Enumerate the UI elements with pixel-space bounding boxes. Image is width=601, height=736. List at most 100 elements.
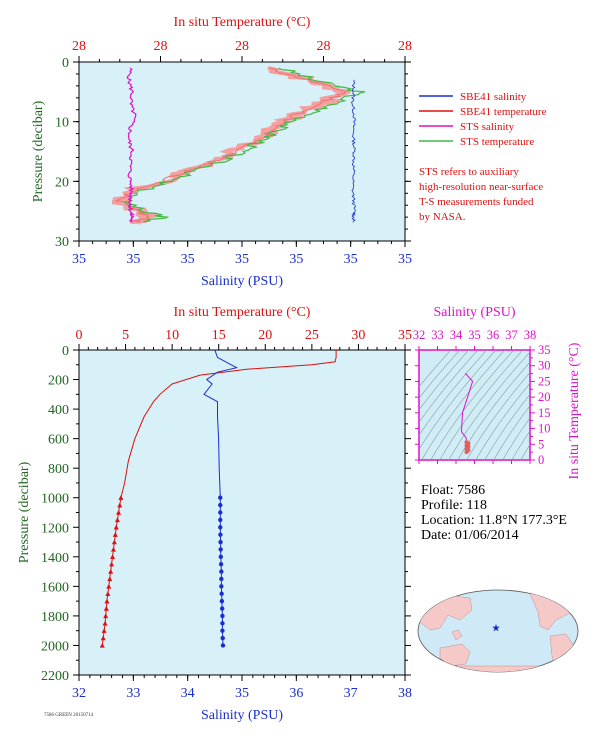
temperature-marker [113, 524, 119, 530]
density-contour [493, 405, 530, 460]
density-contour [511, 430, 530, 460]
temperature-marker [118, 495, 124, 500]
ts-sal-tick-label: 36 [487, 328, 500, 342]
profile-pressure-tick-label: 1400 [41, 551, 69, 566]
density-contour [419, 350, 479, 423]
sts-temperature-line [123, 67, 366, 223]
sts-note: STS refers to auxiliary high-resolution n… [419, 166, 543, 223]
top-chart-series [111, 66, 366, 225]
ts-sal-tick-label: 38 [524, 328, 537, 342]
density-contours [419, 350, 530, 460]
profile-sal-tick-label: 36 [289, 686, 303, 701]
note-line: STS refers to auxiliary [419, 166, 519, 178]
top-chart-axes: 28 28 28 28 28 35 35 35 35 35 35 35 0 10 20 30 [55, 39, 412, 267]
top-temp-tick-label: 28 [235, 39, 249, 54]
ts-diagram-salinity-label: Salinity (PSU) [433, 305, 515, 320]
location-text: Location: 11.8°N 177.3°E [421, 513, 567, 528]
density-contour [419, 350, 461, 399]
density-contour [457, 361, 530, 460]
temperature-marker [112, 532, 118, 537]
temperature-marker [105, 591, 111, 596]
profile-temp-tick-label: 5 [122, 328, 129, 343]
profile-temperature-axis-label: In situ Temperature (°C) [174, 305, 311, 320]
density-contour [466, 372, 530, 460]
temperature-marker [102, 620, 108, 626]
top-temp-tick-label: 28 [317, 39, 331, 54]
ts-diagram-series [419, 350, 530, 460]
profile-plot-area [78, 349, 406, 676]
top-sal-tick-label: 35 [126, 252, 140, 267]
float-location-marker [492, 624, 500, 632]
temperature-marker [117, 502, 123, 508]
salinity-marker [219, 598, 225, 604]
top-chart-temperature-axis-label: In situ Temperature (°C) [174, 15, 311, 30]
profile-chart-series [99, 349, 337, 648]
note-line: high-resolution near-surface [419, 181, 543, 193]
top-temp-tick-label: 28 [154, 39, 168, 54]
top-sal-tick-label: 35 [235, 252, 249, 267]
ts-temp-tick-label: 25 [538, 374, 551, 388]
profile-pressure-axis-label: Pressure (decibar) [17, 461, 32, 563]
top-temp-tick-label: 28 [398, 39, 412, 54]
sts-salinity-line [126, 67, 137, 223]
profile-pressure-tick-label: 2000 [41, 639, 69, 654]
profile-pressure-tick-label: 400 [48, 403, 69, 418]
top-temp-tick-label: 28 [72, 39, 86, 54]
profile-sal-tick-label: 32 [72, 686, 86, 701]
ts-sal-tick-label: 37 [505, 328, 518, 342]
salinity-marker [220, 635, 225, 641]
top-chart-pressure-axis-label: Pressure (decibar) [31, 100, 46, 202]
density-contour [520, 444, 530, 460]
temperature-marker [116, 509, 122, 515]
temperature-marker [110, 546, 116, 552]
salinity-marker [218, 547, 223, 552]
salinity-marker [219, 569, 224, 574]
antarctica-landmass [435, 665, 561, 672]
profile-pressure-tick-label: 800 [48, 462, 69, 477]
profile-pressure-tick-label: 1000 [41, 492, 69, 507]
ts-sal-tick-label: 35 [468, 328, 481, 342]
temperature-marker [108, 568, 114, 574]
top-sal-tick-label: 35 [344, 252, 358, 267]
density-contour [419, 350, 497, 451]
ts-sal-tick-label: 34 [450, 328, 463, 342]
temperature-marker [103, 613, 109, 619]
top-sal-tick-label: 35 [398, 252, 412, 267]
profile-pressure-tick-label: 1200 [41, 521, 69, 536]
salinity-marker [219, 576, 224, 582]
note-line: by NASA. [419, 211, 466, 223]
sbe41-temperature-line [114, 67, 347, 223]
profile-sal-tick-label: 34 [181, 686, 195, 701]
density-contour [502, 417, 530, 460]
top-chart-legend: SBE41 salinity SBE41 temperature STS salin… [419, 91, 547, 148]
profile-pressure-tick-label: 200 [48, 374, 69, 389]
salinity-marker [220, 628, 225, 633]
world-map [417, 589, 579, 673]
profile-chart-axes: 0 5 10 15 20 25 30 35 32 33 34 35 36 37 38 0 200 400 600 80… [41, 328, 412, 701]
footer-code: 7586 GREEN 20150714 [44, 713, 94, 718]
ts-temp-tick-label: 35 [538, 343, 551, 357]
profile-temp-tick-label: 20 [258, 328, 272, 343]
date-text: Date: 01/06/2014 [421, 528, 519, 543]
ts-sal-tick-label: 32 [413, 328, 426, 342]
legend-label: SBE41 salinity [460, 91, 527, 103]
profile-salinity-axis-label: Salinity (PSU) [201, 708, 283, 723]
profile-temp-tick-label: 25 [305, 328, 319, 343]
ts-temp-tick-label: 15 [538, 406, 551, 420]
australia-landmass [439, 643, 471, 667]
density-contour [475, 382, 530, 460]
salinity-marker [218, 502, 223, 508]
profile-pressure-tick-label: 1600 [41, 580, 69, 595]
profile-pressure-tick-label: 0 [62, 344, 69, 359]
density-contour [448, 351, 530, 460]
top-pressure-tick-label: 20 [55, 175, 69, 190]
top-plot-area [78, 61, 406, 242]
profile-sal-tick-label: 37 [344, 686, 358, 701]
ts-temp-tick-label: 0 [538, 453, 544, 467]
salinity-profile-line [203, 349, 238, 646]
temperature-marker [111, 539, 117, 545]
profile-sal-tick-label: 35 [235, 686, 249, 701]
temperature-marker [114, 517, 120, 523]
salinity-marker [220, 613, 225, 619]
